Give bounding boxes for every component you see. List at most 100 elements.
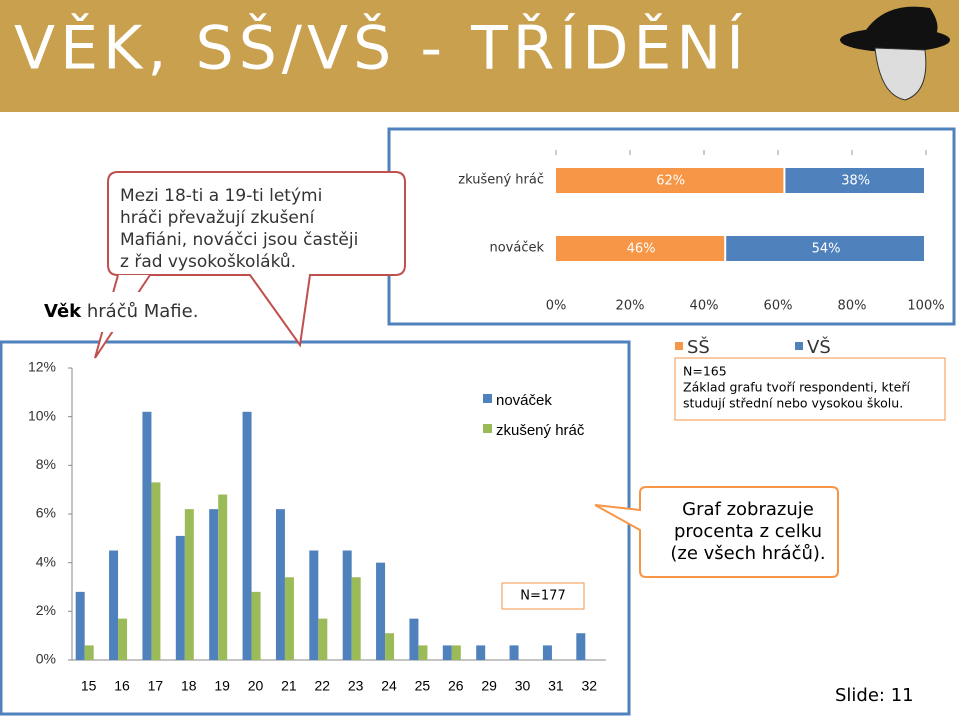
bar bbox=[542, 645, 552, 660]
category-label: nováček bbox=[489, 241, 544, 256]
bar bbox=[184, 509, 194, 660]
annotation: N=165 bbox=[683, 364, 727, 379]
chart-frame bbox=[387, 127, 956, 326]
callout-text: Mafiáni, nováčci jsou častěji bbox=[120, 230, 358, 250]
bar bbox=[75, 591, 85, 660]
x-tick-label: 21 bbox=[281, 678, 297, 694]
annotation: N=177 bbox=[520, 589, 565, 604]
x-tick-label: 80% bbox=[838, 299, 867, 314]
legend-swatch bbox=[795, 342, 803, 350]
y-tick-label: 12% bbox=[28, 359, 56, 375]
bar bbox=[109, 550, 119, 660]
x-tick-label: 20% bbox=[616, 299, 645, 314]
x-tick-label: 31 bbox=[548, 678, 564, 694]
bar bbox=[318, 618, 328, 660]
x-tick-label: 32 bbox=[582, 678, 598, 694]
bar bbox=[175, 535, 185, 660]
bar bbox=[151, 482, 161, 660]
bar bbox=[309, 550, 319, 660]
callout-text: procenta z celku bbox=[674, 521, 822, 542]
chart-frame bbox=[0, 340, 631, 716]
bar-segment bbox=[556, 236, 725, 261]
x-tick-label: 24 bbox=[381, 678, 397, 694]
callout-text: Graf zobrazuje bbox=[682, 499, 814, 520]
bar bbox=[275, 509, 285, 660]
bar bbox=[376, 562, 386, 660]
slide-number: Slide: 11 bbox=[835, 685, 914, 706]
bar bbox=[409, 618, 419, 660]
age-label-bold: Věk bbox=[44, 301, 82, 322]
annotation: studují střední nebo vysokou školu. bbox=[683, 396, 903, 411]
legend-label: SŠ bbox=[687, 336, 710, 358]
x-tick-label: 22 bbox=[315, 678, 331, 694]
legend-swatch bbox=[675, 342, 683, 350]
bar bbox=[284, 577, 294, 660]
x-tick-label: 29 bbox=[481, 678, 497, 694]
x-tick-label: 60% bbox=[764, 299, 793, 314]
x-tick-label: 20 bbox=[248, 678, 264, 694]
callout-text: z řad vysokoškoláků. bbox=[120, 252, 296, 272]
annotation: Základ grafu tvoří respondenti, kteří bbox=[683, 380, 910, 395]
bar bbox=[509, 645, 519, 660]
x-tick-label: 40% bbox=[690, 299, 719, 314]
value-label: 54% bbox=[812, 242, 841, 257]
callout-text: Mezi 18-ti a 19-ti letými bbox=[120, 186, 322, 206]
legend-label: VŠ bbox=[807, 336, 831, 358]
x-tick-label: 30 bbox=[515, 678, 531, 694]
bar bbox=[351, 577, 361, 660]
bar-segment bbox=[556, 168, 784, 193]
legend-swatch bbox=[483, 424, 492, 433]
x-tick-label: 25 bbox=[415, 678, 431, 694]
bar bbox=[242, 411, 252, 660]
age-label-rest: hráčů Mafie. bbox=[87, 301, 199, 322]
bar bbox=[476, 645, 486, 660]
legend-label: nováček bbox=[496, 392, 552, 409]
value-label: 62% bbox=[656, 174, 685, 189]
note-box bbox=[674, 357, 946, 421]
legend-label: zkušený hráč bbox=[496, 422, 585, 439]
x-tick-label: 26 bbox=[448, 678, 464, 694]
bar bbox=[251, 591, 261, 660]
x-tick-label: 18 bbox=[181, 678, 197, 694]
note-box bbox=[501, 582, 585, 610]
y-tick-label: 10% bbox=[28, 407, 56, 423]
callout-box bbox=[594, 486, 839, 578]
category-label: zkušený hráč bbox=[458, 173, 544, 188]
callout-box bbox=[107, 171, 406, 348]
bar bbox=[451, 645, 461, 660]
y-tick-label: 6% bbox=[36, 505, 56, 521]
bar bbox=[418, 645, 428, 660]
y-tick-label: 4% bbox=[36, 553, 56, 569]
bar bbox=[209, 509, 219, 660]
y-tick-label: 8% bbox=[36, 456, 56, 472]
slide-title: VĚK, SŠ/VŠ - TŘÍDĚNÍ bbox=[14, 12, 744, 84]
x-tick-label: 19 bbox=[214, 678, 230, 694]
bar-segment bbox=[726, 236, 924, 261]
age-label-box bbox=[26, 292, 236, 332]
callout-text: hráči převažují zkušení bbox=[120, 208, 316, 228]
bar bbox=[576, 633, 586, 660]
x-tick-label: 16 bbox=[114, 678, 130, 694]
value-label: 38% bbox=[841, 174, 870, 189]
age-label: Věk hráčů Mafie. bbox=[44, 301, 198, 322]
legend-swatch bbox=[483, 394, 492, 403]
y-tick-label: 2% bbox=[36, 602, 56, 618]
x-tick-label: 17 bbox=[148, 678, 164, 694]
bar-segment bbox=[785, 168, 924, 193]
portrait bbox=[840, 6, 950, 101]
header-band bbox=[0, 0, 959, 112]
bar bbox=[118, 618, 128, 660]
bar bbox=[84, 645, 94, 660]
x-tick-label: 23 bbox=[348, 678, 364, 694]
x-tick-label: 100% bbox=[907, 299, 944, 314]
bar bbox=[442, 645, 452, 660]
x-tick-label: 0% bbox=[546, 299, 567, 314]
bar bbox=[142, 411, 152, 660]
bar bbox=[385, 633, 395, 660]
bar bbox=[342, 550, 352, 660]
bar bbox=[218, 494, 228, 660]
x-tick-label: 15 bbox=[81, 678, 97, 694]
value-label: 46% bbox=[627, 242, 656, 257]
y-tick-label: 0% bbox=[36, 651, 56, 667]
